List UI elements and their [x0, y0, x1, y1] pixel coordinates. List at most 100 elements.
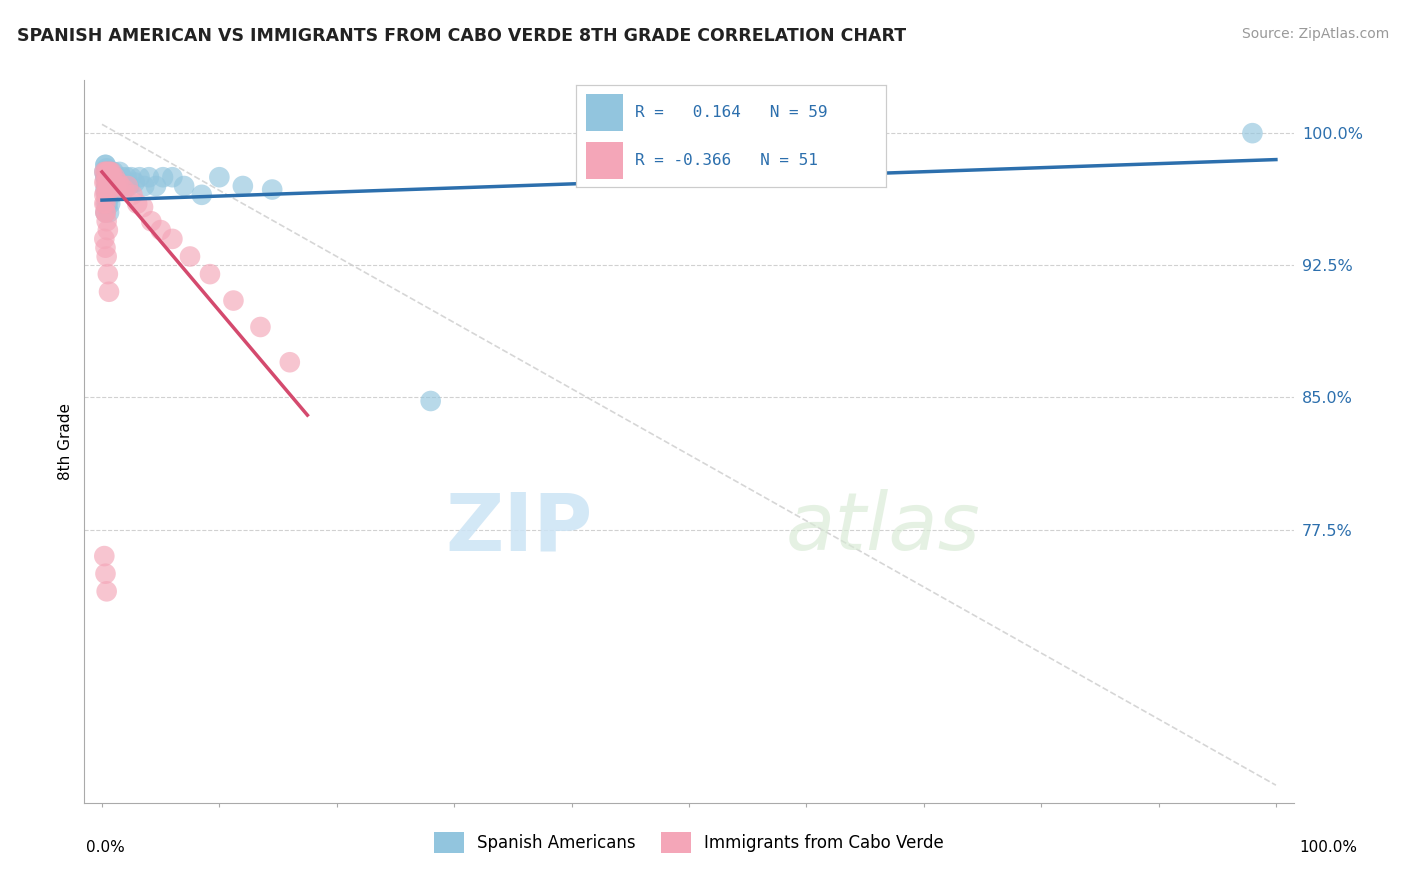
- Point: [93, 165, 115, 179]
- Point: [179, 250, 201, 264]
- Point: [138, 170, 160, 185]
- Point: [105, 179, 128, 194]
- Point: [120, 170, 142, 185]
- Point: [96, 196, 118, 211]
- Bar: [586, 142, 623, 179]
- Point: [97, 176, 120, 190]
- Point: [419, 394, 441, 409]
- Point: [107, 176, 129, 190]
- Point: [145, 179, 167, 194]
- Point: [93, 165, 115, 179]
- Point: [94, 165, 117, 179]
- Point: [94, 196, 117, 211]
- Point: [98, 187, 121, 202]
- Point: [208, 170, 231, 185]
- Point: [104, 170, 127, 185]
- Point: [97, 165, 120, 179]
- Point: [93, 176, 115, 190]
- Point: [97, 182, 120, 196]
- Point: [97, 165, 120, 179]
- Point: [98, 196, 121, 211]
- Point: [101, 182, 124, 196]
- Text: Source: ZipAtlas.com: Source: ZipAtlas.com: [1241, 27, 1389, 41]
- Point: [162, 232, 184, 246]
- Point: [94, 170, 117, 185]
- Point: [98, 176, 121, 190]
- Point: [96, 165, 118, 179]
- Point: [262, 182, 284, 196]
- Point: [94, 182, 117, 196]
- Point: [98, 169, 121, 183]
- Point: [98, 285, 121, 299]
- Text: R = -0.366   N = 51: R = -0.366 N = 51: [636, 153, 818, 169]
- Point: [278, 355, 301, 369]
- Point: [100, 179, 122, 194]
- Point: [96, 186, 118, 200]
- Point: [96, 179, 118, 194]
- Point: [94, 158, 117, 172]
- Point: [98, 176, 121, 190]
- Point: [98, 165, 121, 179]
- Point: [112, 179, 135, 194]
- Point: [94, 186, 117, 200]
- Point: [93, 187, 115, 202]
- Point: [97, 170, 120, 185]
- Point: [98, 205, 121, 219]
- Point: [101, 170, 124, 185]
- Point: [94, 241, 117, 255]
- Point: [98, 165, 121, 179]
- Point: [105, 179, 128, 194]
- Point: [115, 170, 138, 185]
- Point: [96, 250, 118, 264]
- Point: [173, 179, 195, 194]
- Point: [94, 170, 117, 185]
- Text: R =   0.164   N = 59: R = 0.164 N = 59: [636, 105, 828, 120]
- Point: [93, 549, 115, 563]
- Point: [94, 205, 117, 219]
- Point: [94, 205, 117, 219]
- Point: [104, 170, 127, 185]
- Point: [100, 165, 122, 179]
- Point: [97, 196, 120, 211]
- Point: [96, 176, 118, 190]
- Point: [98, 179, 121, 194]
- Point: [98, 165, 121, 179]
- Point: [190, 187, 212, 202]
- Point: [149, 223, 172, 237]
- Point: [162, 170, 184, 185]
- Point: [96, 179, 118, 194]
- Legend: Spanish Americans, Immigrants from Cabo Verde: Spanish Americans, Immigrants from Cabo …: [427, 826, 950, 860]
- Point: [118, 179, 141, 194]
- Point: [96, 187, 118, 202]
- Point: [121, 187, 143, 202]
- Point: [94, 205, 117, 219]
- Point: [152, 170, 174, 185]
- Point: [98, 176, 121, 190]
- Point: [100, 176, 122, 190]
- Point: [96, 161, 118, 176]
- Point: [97, 187, 120, 202]
- Point: [105, 170, 128, 185]
- Point: [198, 267, 221, 281]
- Point: [112, 182, 135, 196]
- Point: [94, 566, 117, 581]
- Point: [141, 214, 163, 228]
- Point: [110, 179, 132, 194]
- Point: [101, 170, 124, 185]
- Point: [94, 176, 117, 190]
- Point: [222, 293, 245, 308]
- Point: [103, 176, 125, 190]
- Point: [103, 165, 125, 179]
- Point: [117, 179, 139, 194]
- Point: [93, 232, 115, 246]
- Point: [249, 320, 271, 334]
- Point: [96, 214, 118, 228]
- Bar: [586, 94, 623, 131]
- Point: [1241, 126, 1264, 140]
- Point: [93, 196, 115, 211]
- Text: 0.0%: 0.0%: [86, 840, 125, 855]
- Point: [97, 267, 120, 281]
- Point: [94, 158, 117, 172]
- Text: atlas: atlas: [786, 489, 980, 567]
- Point: [132, 200, 155, 214]
